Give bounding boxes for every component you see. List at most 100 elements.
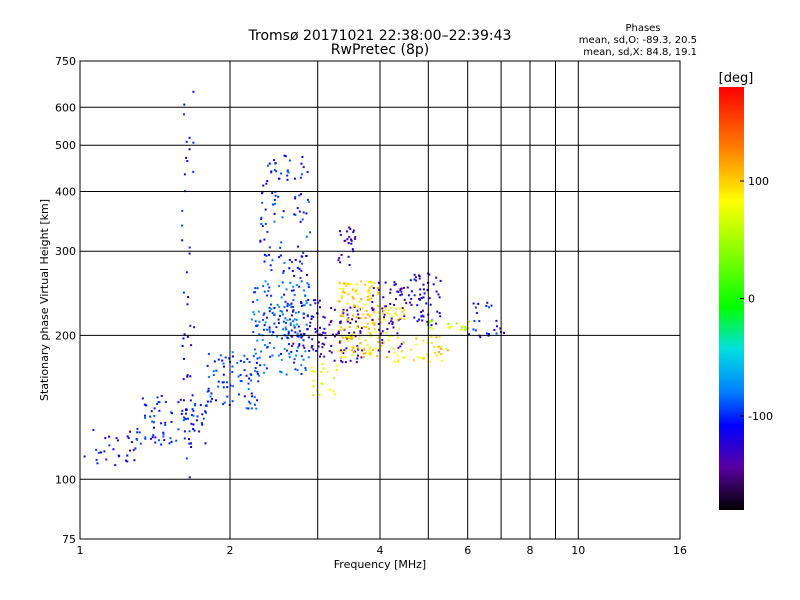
data-point xyxy=(324,336,327,339)
data-point xyxy=(352,297,355,300)
data-point xyxy=(316,389,318,392)
data-point xyxy=(217,380,220,383)
data-point xyxy=(170,420,173,423)
data-point xyxy=(151,420,154,423)
data-point xyxy=(288,259,291,261)
data-point xyxy=(364,339,367,342)
data-point xyxy=(385,305,388,308)
data-point xyxy=(421,314,424,317)
data-point xyxy=(321,363,324,366)
data-point xyxy=(134,447,137,450)
data-point xyxy=(286,178,289,181)
data-point xyxy=(160,394,163,397)
data-point xyxy=(326,370,329,373)
data-point xyxy=(396,354,399,357)
data-point xyxy=(170,412,173,415)
data-point xyxy=(341,361,344,364)
data-point xyxy=(321,382,324,385)
data-point xyxy=(496,325,498,328)
data-point xyxy=(252,331,255,334)
data-point xyxy=(228,357,231,359)
data-point xyxy=(366,344,369,347)
data-point xyxy=(160,422,163,425)
data-point xyxy=(321,342,324,345)
data-point xyxy=(390,317,393,320)
data-point xyxy=(360,298,363,301)
data-point xyxy=(370,313,373,316)
data-point xyxy=(393,360,396,363)
data-point xyxy=(282,272,285,274)
data-point xyxy=(245,407,248,410)
data-point xyxy=(257,310,260,313)
data-point xyxy=(311,344,314,347)
data-point xyxy=(351,295,354,298)
data-point xyxy=(271,259,274,262)
data-point xyxy=(382,296,385,299)
data-point xyxy=(313,371,316,373)
data-point xyxy=(372,287,375,290)
data-point xyxy=(420,297,423,299)
data-point xyxy=(291,310,294,313)
data-point xyxy=(474,329,477,332)
data-point xyxy=(388,350,391,353)
data-point xyxy=(415,343,418,346)
data-point xyxy=(291,314,293,317)
data-point xyxy=(283,306,286,309)
data-point xyxy=(397,319,400,322)
data-point xyxy=(224,356,227,359)
data-point xyxy=(204,442,207,445)
data-point xyxy=(279,246,282,249)
data-point xyxy=(388,313,391,316)
data-point xyxy=(368,295,371,297)
data-point xyxy=(187,417,189,420)
data-point xyxy=(183,173,186,176)
data-point xyxy=(312,348,315,351)
data-point xyxy=(438,296,441,299)
data-point xyxy=(409,348,412,351)
data-point xyxy=(351,318,354,321)
data-point xyxy=(286,302,289,305)
data-point xyxy=(367,289,370,292)
data-point xyxy=(353,331,356,334)
data-point xyxy=(164,401,167,403)
data-point xyxy=(338,257,341,260)
data-point xyxy=(333,335,336,338)
data-point xyxy=(243,354,246,357)
data-point xyxy=(274,202,276,205)
data-point xyxy=(126,460,129,463)
data-point xyxy=(339,287,342,290)
data-point xyxy=(312,394,315,397)
data-point xyxy=(297,325,300,328)
data-point xyxy=(356,324,359,327)
data-point xyxy=(475,311,478,314)
data-point xyxy=(368,315,371,318)
data-point xyxy=(440,359,443,362)
data-point xyxy=(431,319,434,322)
data-point xyxy=(295,323,298,326)
data-point xyxy=(393,283,396,286)
data-point xyxy=(342,352,345,355)
data-point xyxy=(304,350,307,353)
data-point xyxy=(398,327,401,330)
data-point xyxy=(298,267,301,270)
data-point xyxy=(185,156,188,159)
data-point xyxy=(352,231,355,234)
data-point xyxy=(136,438,139,441)
data-point xyxy=(261,201,264,204)
data-point xyxy=(185,140,188,143)
data-point xyxy=(279,309,282,312)
data-point xyxy=(320,382,323,385)
data-point xyxy=(339,315,342,318)
data-point xyxy=(308,349,311,352)
x-tick-label: 16 xyxy=(673,544,687,557)
data-point xyxy=(416,304,419,307)
data-point xyxy=(351,248,354,251)
data-point xyxy=(383,313,386,316)
data-point xyxy=(419,298,422,301)
data-point xyxy=(363,303,366,306)
data-point xyxy=(396,290,399,293)
data-point xyxy=(401,307,404,310)
data-point xyxy=(164,421,167,424)
data-point xyxy=(364,283,366,286)
data-point xyxy=(400,287,403,290)
